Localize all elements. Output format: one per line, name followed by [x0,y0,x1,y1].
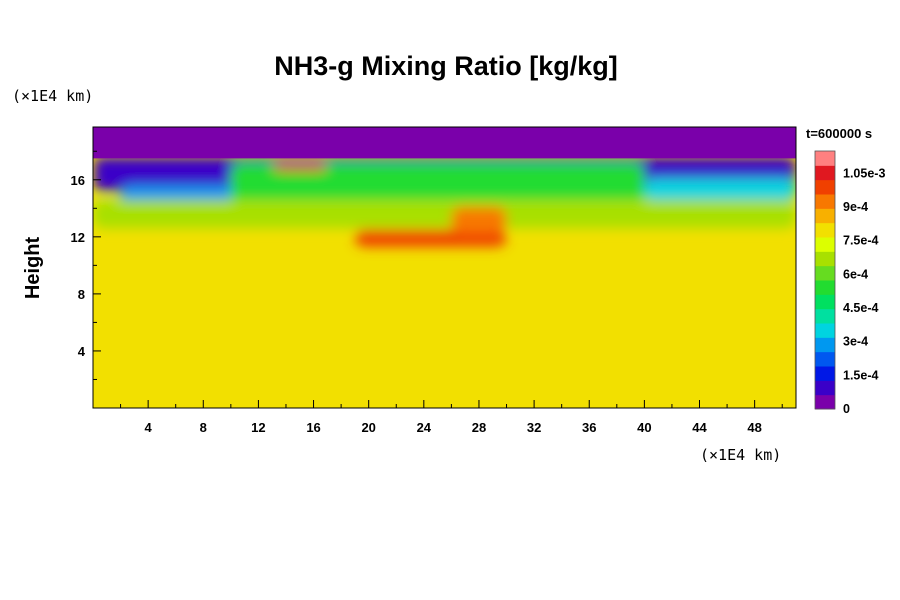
y-axis: 4 8 12 16 [71,150,101,380]
y-tick-label: 8 [78,287,85,302]
x-tick-label: 32 [527,420,541,435]
x-tick-label: 4 [145,420,153,435]
x-tick-label: 12 [251,420,265,435]
y-tick-label: 16 [71,173,85,188]
x-tick-label: 40 [637,420,651,435]
field-region [644,178,796,202]
x-axis-unit: (×1E4 km) [700,446,781,464]
colorbar-segment [815,151,835,166]
colorbar-tick-label: 4.5e-4 [843,301,878,315]
colorbar-segment [815,194,835,209]
x-tick-label: 16 [306,420,320,435]
chart-title: NH3-g Mixing Ratio [kg/kg] [274,51,618,81]
field-region [451,206,507,233]
x-tick-label: 36 [582,420,596,435]
y-tick-label: 12 [71,230,85,245]
x-tick-label: 20 [361,420,375,435]
colorbar-segment [815,165,835,181]
time-label: t=600000 s [806,126,872,141]
colorbar-segment [815,222,835,238]
y-axis-unit: (×1E4 km) [12,87,93,105]
colorbar-segment [815,366,835,381]
field-regions [93,156,796,247]
y-axis-label: Height [22,237,44,300]
colorbar-segment [815,351,835,367]
x-tick-label: 48 [747,420,761,435]
colorbar-segment [815,251,835,267]
field-region [93,199,796,229]
colorbar-tick-label: 9e-4 [843,200,868,214]
colorbar-tick-label: 7.5e-4 [843,234,878,248]
field-region [354,229,507,247]
colorbar-segment [815,394,835,410]
x-tick-label: 8 [200,420,207,435]
colorbar-segment [815,237,835,252]
top-layer [93,127,796,159]
colorbar-ticks: 0 1.5e-4 3e-4 4.5e-4 6e-4 7.5e-4 9e-4 1.05e-3 [843,166,885,416]
colorbar-tick-label: 3e-4 [843,335,868,349]
x-tick-label: 44 [692,420,707,435]
x-axis: 4 8 12 16 20 24 28 32 36 40 44 48 [120,400,783,435]
x-tick-label: 28 [472,420,486,435]
colorbar-segment [815,294,835,310]
field-region [272,164,328,172]
plot-area [93,127,796,408]
y-tick-label: 4 [78,344,86,359]
colorbar-tick-label: 0 [843,402,850,416]
colorbar-tick-label: 1.5e-4 [843,368,878,382]
colorbar-segment [815,380,835,396]
colorbar [814,150,836,410]
colorbar-segment [815,208,835,224]
colorbar-segment [815,265,835,281]
colorbar-segment [815,308,835,324]
colorbar-segment [815,323,835,338]
plot-frame [92,126,797,409]
colorbar-tick-label: 6e-4 [843,267,868,281]
colorbar-frame [814,150,836,410]
x-tick-label: 24 [417,420,432,435]
colorbar-segment [815,280,835,295]
colorbar-segment [815,337,835,353]
colorbar-segment [815,179,835,195]
colorbar-tick-label: 1.05e-3 [843,166,885,180]
